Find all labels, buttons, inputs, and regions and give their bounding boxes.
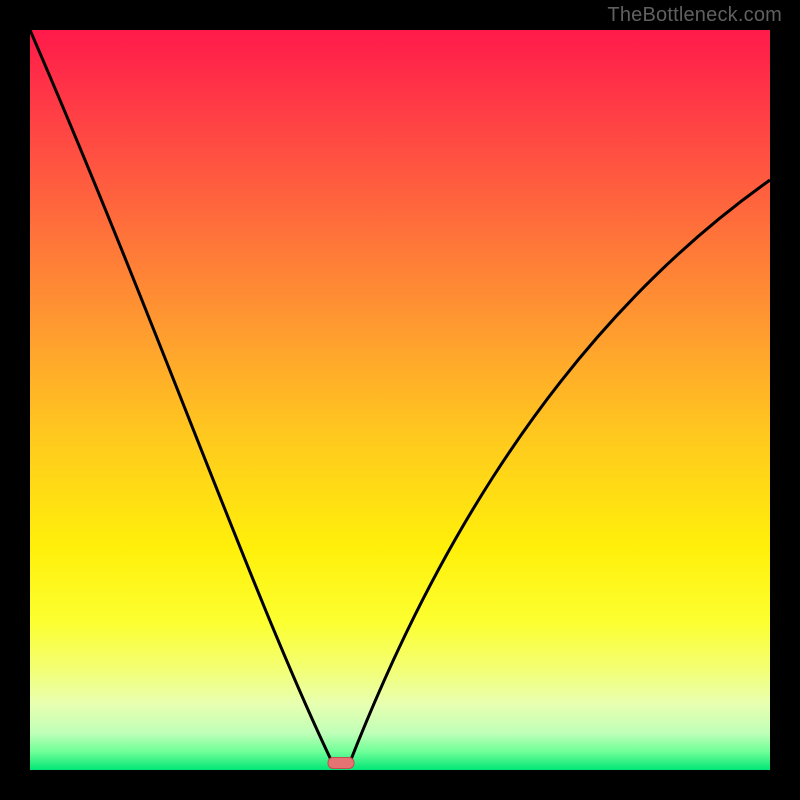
- min-marker: [328, 758, 354, 769]
- plot-svg: [30, 30, 770, 770]
- plot-background: [30, 30, 770, 770]
- watermark-text: TheBottleneck.com: [607, 4, 782, 27]
- plot-area: [30, 30, 770, 770]
